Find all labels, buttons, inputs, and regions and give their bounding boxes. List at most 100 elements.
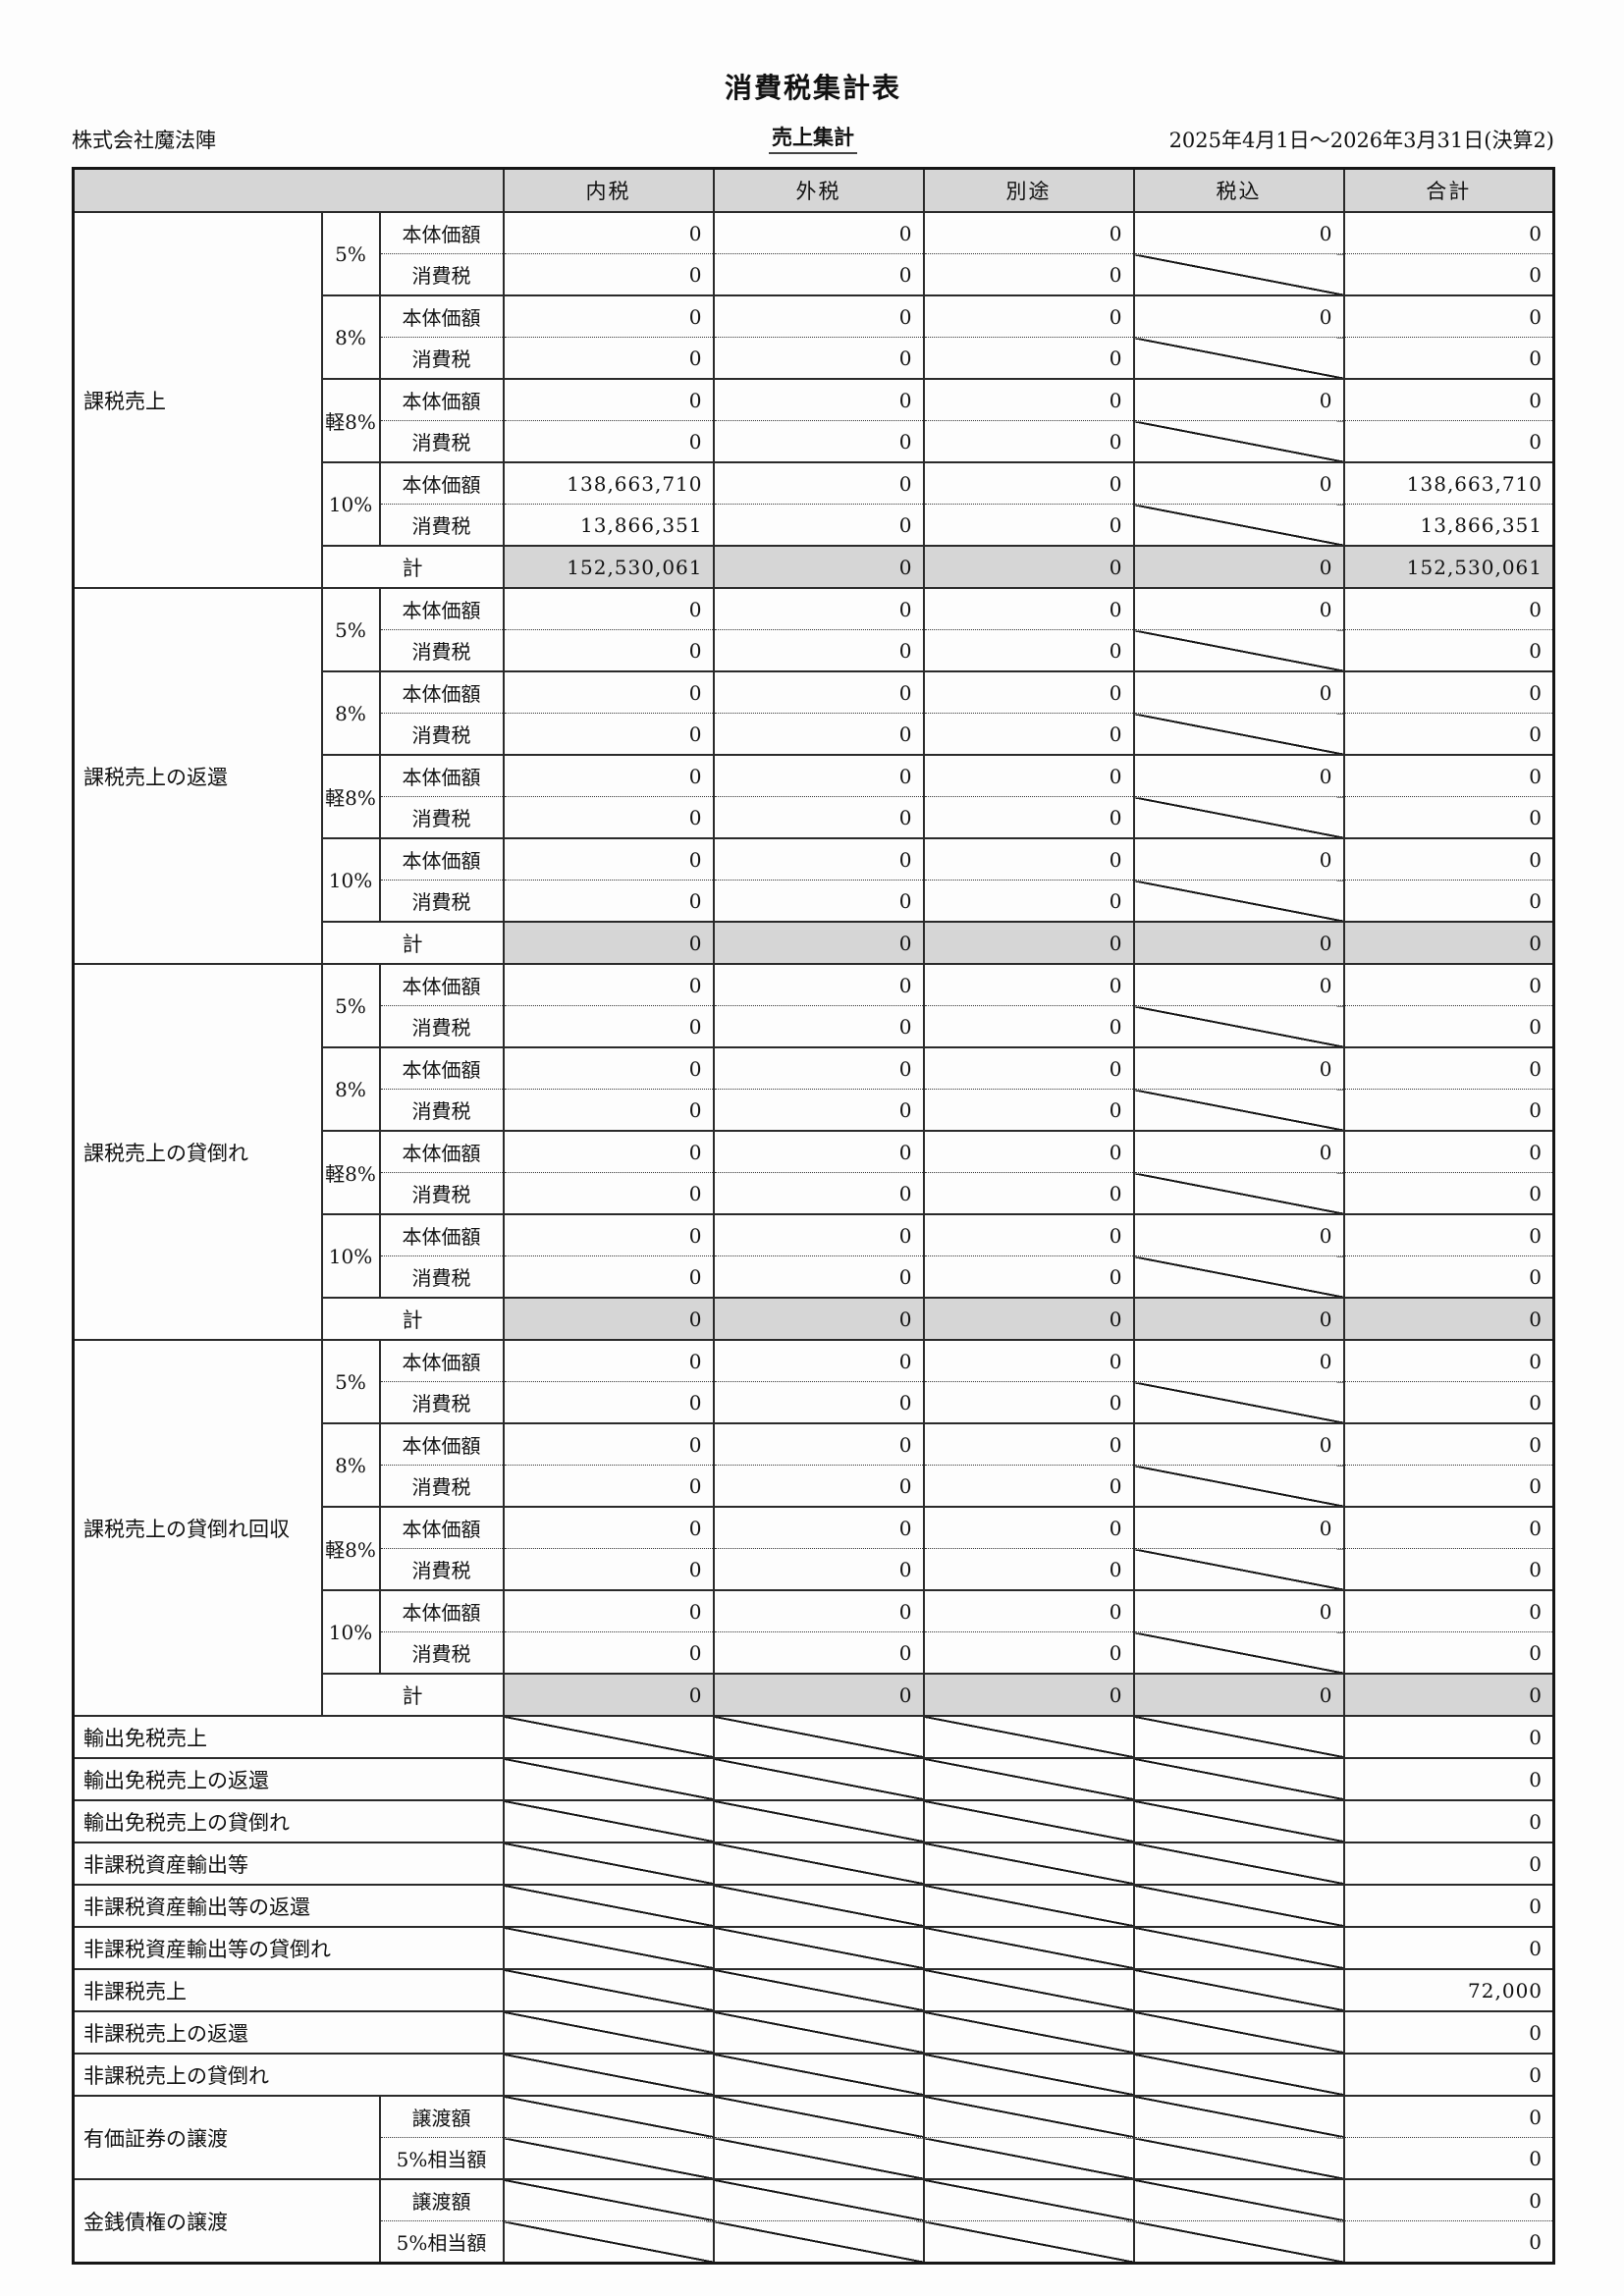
table-row: 10% 本体価額 138,663,710 0 0 0 138,663,710 bbox=[74, 461, 1555, 546]
table-row: 消費税 0 0 0 0 bbox=[74, 1005, 1555, 1047]
value-cell: 0 bbox=[502, 796, 715, 838]
table-row: 非課税資産輸出等 0 bbox=[72, 1842, 1555, 1885]
value-cell: 0 bbox=[1342, 1213, 1555, 1256]
value-cell: 0 bbox=[712, 504, 925, 546]
diagonal-cell bbox=[1132, 2053, 1345, 2096]
type-cell: 消費税 bbox=[378, 796, 505, 838]
type-cell: 本体価額 bbox=[378, 1046, 505, 1090]
value-cell: 0 bbox=[712, 880, 925, 922]
table-row: 輸出免税売上の返還 0 bbox=[72, 1757, 1555, 1800]
value-cell: 0 bbox=[712, 1130, 925, 1173]
table-row: 課税売上の貸倒れ回収 5% 本体価額 0 0 0 0 0 bbox=[72, 1339, 1555, 1716]
type-cell: 本体価額 bbox=[378, 963, 505, 1006]
diagonal-cell bbox=[1132, 629, 1345, 671]
value-cell: 0 bbox=[1342, 1799, 1555, 1842]
rate-cell: 8% bbox=[320, 1046, 381, 1131]
value-cell: 0 bbox=[1342, 1631, 1555, 1674]
type-cell: 5%相当額 bbox=[378, 2220, 505, 2264]
diagonal-cell bbox=[1132, 1172, 1345, 1214]
value-cell: 0 bbox=[712, 754, 925, 797]
value-cell: 0 bbox=[712, 1631, 925, 1674]
value-cell: 0 bbox=[1132, 378, 1345, 421]
table-row: 消費税 0 0 0 0 bbox=[74, 713, 1555, 755]
type-cell: 本体価額 bbox=[378, 1339, 505, 1382]
type-cell: 消費税 bbox=[378, 1548, 505, 1590]
value-cell: 0 bbox=[1132, 1589, 1345, 1632]
diagonal-cell bbox=[1132, 1255, 1345, 1298]
diagonal-cell bbox=[922, 1715, 1135, 1758]
diagonal-cell bbox=[712, 1968, 925, 2011]
diagonal-cell bbox=[922, 2178, 1135, 2221]
value-cell: 13,866,351 bbox=[502, 504, 715, 546]
rate-cell: 5% bbox=[320, 963, 381, 1047]
value-cell: 0 bbox=[922, 963, 1135, 1006]
value-cell: 0 bbox=[922, 1172, 1135, 1214]
diagonal-cell bbox=[922, 2137, 1135, 2179]
group-label-cell: 有価証券の譲渡 bbox=[72, 2095, 381, 2179]
value-cell: 0 bbox=[1132, 963, 1345, 1006]
table-row: 課税売上 5% 本体価額 0 0 0 0 0 bbox=[72, 211, 1555, 588]
total-label-cell: 計 bbox=[320, 1673, 505, 1716]
diagonal-cell bbox=[922, 1884, 1135, 1927]
rate-cell: 軽8% bbox=[320, 1506, 381, 1590]
value-cell: 0 bbox=[1342, 2137, 1555, 2179]
value-cell: 0 bbox=[502, 1297, 715, 1340]
value-cell: 0 bbox=[712, 921, 925, 964]
type-cell: 消費税 bbox=[378, 253, 505, 295]
value-cell: 0 bbox=[1342, 2095, 1555, 2138]
value-cell: 0 bbox=[502, 1422, 715, 1466]
value-cell: 0 bbox=[922, 420, 1135, 462]
value-cell: 0 bbox=[1132, 921, 1345, 964]
table-row: 非課税売上の返還 0 bbox=[72, 2010, 1555, 2054]
value-cell: 0 bbox=[922, 921, 1135, 964]
diagonal-cell bbox=[922, 1968, 1135, 2011]
value-cell: 0 bbox=[712, 1005, 925, 1047]
group-label-cell: 課税売上の貸倒れ bbox=[72, 963, 323, 1340]
diagonal-cell bbox=[502, 1842, 715, 1885]
diagonal-cell bbox=[712, 1757, 925, 1800]
value-cell: 0 bbox=[712, 587, 925, 630]
value-cell: 0 bbox=[712, 1255, 925, 1298]
value-cell: 0 bbox=[1342, 796, 1555, 838]
diagonal-cell bbox=[502, 1799, 715, 1842]
company-name: 株式会社魔法陣 bbox=[72, 129, 216, 152]
value-cell: 0 bbox=[502, 713, 715, 755]
value-cell: 0 bbox=[712, 337, 925, 379]
value-cell: 0 bbox=[1342, 587, 1555, 630]
row-label-cell: 輸出免税売上の返還 bbox=[72, 1757, 505, 1800]
table-row: 消費税 0 0 0 0 bbox=[74, 629, 1555, 671]
diagonal-cell bbox=[1132, 1548, 1345, 1590]
row-label-cell: 非課税資産輸出等 bbox=[72, 1842, 505, 1885]
type-cell: 本体価額 bbox=[378, 211, 505, 254]
diagonal-cell bbox=[502, 1884, 715, 1927]
value-cell: 138,663,710 bbox=[1342, 461, 1555, 505]
value-cell: 0 bbox=[922, 1005, 1135, 1047]
rate-cell: 10% bbox=[320, 1213, 381, 1298]
group-label-cell: 課税売上 bbox=[72, 211, 323, 588]
column-header-sotozei: 外税 bbox=[712, 167, 925, 212]
diagonal-cell bbox=[1132, 1089, 1345, 1131]
table-row: 有価証券の譲渡 譲渡額 0 bbox=[72, 2095, 1555, 2179]
diagonal-cell bbox=[1132, 337, 1345, 379]
table-row: 消費税 0 0 0 0 bbox=[74, 1381, 1555, 1423]
value-cell: 0 bbox=[1342, 253, 1555, 295]
value-cell: 0 bbox=[1132, 587, 1345, 630]
value-cell: 0 bbox=[502, 337, 715, 379]
table-row: 非課税売上 72,000 bbox=[72, 1968, 1555, 2011]
rate-cell: 8% bbox=[320, 294, 381, 379]
table-row: 消費税 0 0 0 0 bbox=[74, 337, 1555, 379]
tax-summary-table: 内税 外税 別途 税込 合計 課税売上 5% 本体価額 0 0 0 0 0 消費税 0 0 0 0 8% 本… bbox=[72, 167, 1556, 2265]
table-row: 10% 本体価額 0 0 0 0 0 bbox=[74, 1589, 1555, 1674]
diagonal-cell bbox=[502, 1715, 715, 1758]
value-cell: 0 bbox=[1342, 629, 1555, 671]
rate-cell: 5% bbox=[320, 587, 381, 671]
rate-cell: 軽8% bbox=[320, 1130, 381, 1214]
table-row: 軽8% 本体価額 0 0 0 0 0 bbox=[74, 1130, 1555, 1214]
type-cell: 消費税 bbox=[378, 713, 505, 755]
rate-cell: 5% bbox=[320, 211, 381, 295]
row-label-cell: 非課税資産輸出等の貸倒れ bbox=[72, 1926, 505, 1969]
value-cell: 0 bbox=[922, 294, 1135, 338]
value-cell: 0 bbox=[922, 1297, 1135, 1340]
table-row: 輸出免税売上の貸倒れ 0 bbox=[72, 1799, 1555, 1842]
